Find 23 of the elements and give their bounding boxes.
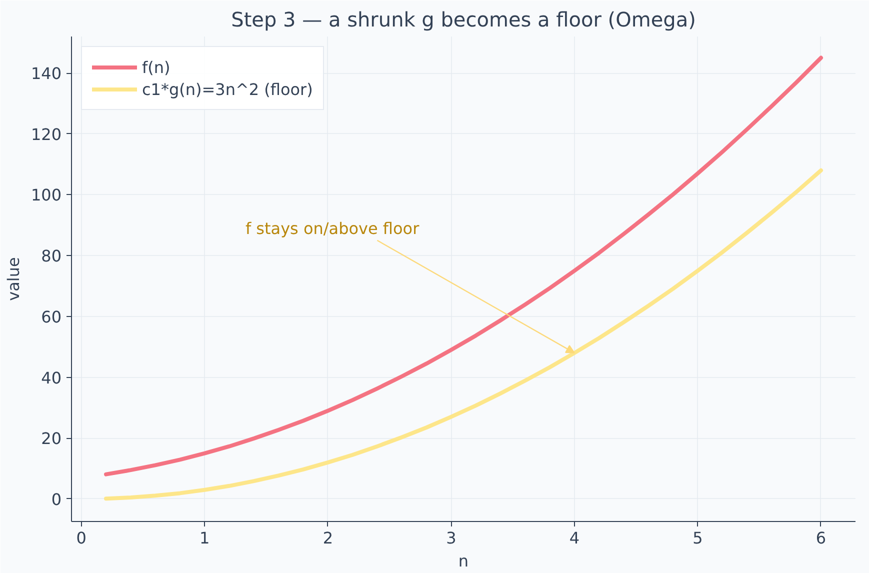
y-tick-label: 80 (41, 246, 62, 266)
x-tick-label: 2 (322, 528, 333, 548)
y-tick-label: 40 (41, 368, 62, 388)
y-tick-label: 60 (41, 307, 62, 326)
line-series (104, 168, 823, 501)
x-tick-label: 5 (692, 528, 703, 548)
chart-title: Step 3 — a shrunk g becomes a floor (Omega) (231, 8, 696, 32)
y-tick-label: 120 (30, 124, 62, 144)
legend-label: c1*g(n)=3n^2 (floor) (142, 80, 313, 98)
x-tick-label: 1 (200, 528, 210, 548)
legend-label: f(n) (142, 58, 170, 76)
y-tick-label: 0 (51, 490, 62, 509)
y-tick-label: 20 (41, 429, 62, 448)
x-tick-label: 0 (76, 528, 86, 548)
y-tick-label: 140 (30, 64, 62, 84)
line-series (104, 56, 823, 476)
y-tick-label: 100 (30, 186, 62, 205)
x-tick-label: 4 (569, 528, 580, 548)
annotation: f stays on/above floor (245, 218, 420, 238)
x-axis-title: n (458, 552, 469, 570)
x-tick-label: 3 (446, 528, 456, 548)
x-tick-label: 6 (816, 528, 826, 548)
y-axis-title: value (4, 257, 23, 301)
